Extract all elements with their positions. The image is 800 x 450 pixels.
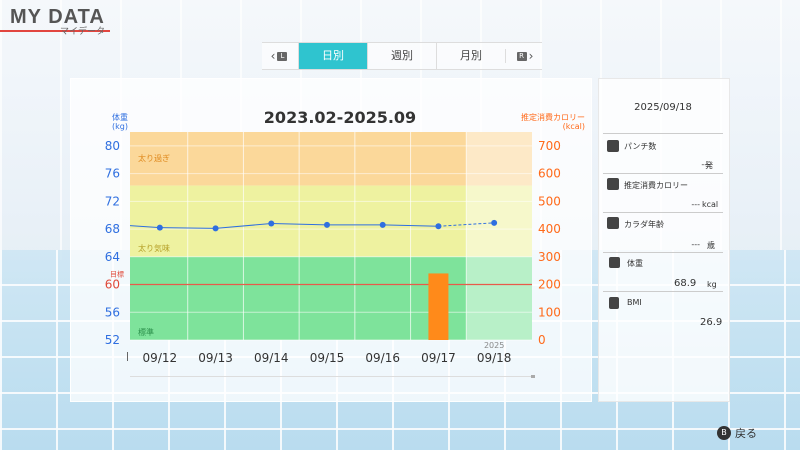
chevron-right-icon: ›	[528, 49, 534, 63]
b-button-icon: B	[717, 426, 731, 440]
x-tick-label: 09/13	[198, 351, 233, 365]
detail-date: 2025/09/18	[634, 102, 692, 113]
weight-point	[379, 221, 386, 228]
weight-line-segment	[382, 224, 439, 227]
right-tick-label: 500	[538, 194, 561, 208]
weight-label: 体重	[627, 259, 643, 268]
weight-line-segment	[129, 225, 160, 229]
target-label: 目標	[110, 270, 124, 279]
left-axis-title-line2: (kg)	[112, 122, 128, 131]
detail-separator	[603, 291, 723, 292]
weight-line-segment	[438, 222, 495, 227]
bmi-value: 26.9	[700, 317, 723, 328]
right-tick-label: 400	[538, 222, 561, 236]
left-axis-title: 体重 (kg)	[112, 113, 128, 131]
r-button-icon: R	[516, 51, 527, 61]
calorie-label: 推定消費カロリー	[624, 181, 688, 190]
year-label: 2025	[484, 341, 504, 350]
selected-column-highlight	[466, 132, 532, 340]
weight-line-segment	[271, 223, 328, 226]
x-tick-label: 09/12	[143, 351, 178, 365]
page-title: MY DATA	[10, 6, 105, 28]
zone-slightly-over	[130, 185, 532, 257]
left-tick-label: 76	[105, 167, 120, 181]
detail-separator	[603, 173, 723, 174]
back-button[interactable]: B 戻る	[717, 425, 757, 441]
zone-label-slightly: 太り気味	[138, 243, 170, 253]
punch-label: パンチ数	[624, 142, 657, 151]
weight-point	[435, 223, 442, 230]
body-age-unit: 歳	[707, 241, 715, 250]
l-button-icon: L	[277, 51, 288, 61]
right-tick-label: 300	[538, 250, 561, 264]
punch-value: ---	[701, 160, 710, 169]
x-tick-label: 09/18	[477, 351, 512, 365]
left-tick-label: 60	[105, 278, 120, 292]
zone-label-over: 太り過ぎ	[138, 153, 170, 163]
right-tick-label: 200	[538, 278, 561, 292]
right-axis-title-line2: (kcal)	[562, 122, 585, 131]
weight-unit: kg	[707, 280, 717, 289]
tab-daily[interactable]: 日別	[298, 43, 367, 69]
weight-point	[156, 224, 163, 231]
left-tick-label: 72	[105, 194, 120, 208]
zone-standard	[130, 256, 532, 340]
chevron-left-icon: ‹	[270, 49, 276, 63]
chart-title: 2023.02-2025.09	[263, 108, 417, 127]
weight-point	[268, 220, 275, 227]
right-tick-label: 100	[538, 305, 561, 319]
x-tick-label: 09/15	[310, 351, 345, 365]
back-label: 戻る	[735, 427, 757, 440]
scrollbar-knob[interactable]	[531, 375, 535, 378]
tab-prev-button[interactable]: ‹ L	[262, 49, 298, 63]
zone-label-standard: 標準	[138, 327, 154, 337]
calorie-unit: kcal	[702, 200, 719, 209]
scale-icon	[609, 257, 620, 268]
right-tick-label: 600	[538, 167, 561, 181]
body-age-label: カラダ年齢	[624, 220, 664, 229]
right-axis-title-line1: 推定消費カロリー	[521, 113, 585, 122]
weight-line-segment	[215, 223, 272, 229]
detail-panel	[598, 78, 730, 402]
period-tabs: ‹ L 日別 週別 月別 R ›	[262, 42, 542, 70]
right-tick-label: 700	[538, 139, 561, 153]
zone-overweight	[130, 132, 532, 186]
body-age-value: ---	[691, 240, 700, 249]
left-axis-title-line1: 体重	[112, 113, 128, 122]
left-tick-label: 80	[105, 139, 120, 153]
tab-monthly[interactable]: 月別	[436, 43, 505, 69]
calorie-bar	[428, 273, 449, 340]
bmi-label: BMI	[627, 298, 642, 307]
page-subtitle: マイデータ	[60, 27, 106, 37]
flame-icon	[607, 178, 619, 190]
weight-point	[324, 221, 330, 228]
punch-icon	[607, 140, 619, 152]
left-tick-label: 56	[105, 305, 120, 319]
detail-separator	[603, 212, 723, 213]
x-tick-label: 09/16	[365, 351, 400, 365]
calculator-icon	[609, 297, 619, 309]
tab-next-button[interactable]: R ›	[505, 49, 542, 63]
weight-point	[491, 219, 498, 226]
chart-scrollbar[interactable]	[130, 375, 535, 378]
title-underline	[0, 30, 110, 32]
right-axis-title: 推定消費カロリー (kcal)	[515, 113, 585, 131]
weight-line-segment	[159, 227, 216, 229]
weight-value: 68.9	[674, 278, 697, 289]
tab-weekly[interactable]: 週別	[367, 43, 436, 69]
right-tick-label: 0	[538, 333, 546, 347]
left-tick-label: 64	[105, 250, 120, 264]
punch-unit: 発	[705, 161, 713, 170]
x-tick-label: 09/17	[421, 351, 456, 365]
detail-separator	[603, 252, 723, 253]
left-tick-label: 52	[105, 333, 120, 347]
weight-point	[212, 225, 219, 232]
left-tick-label: 68	[105, 222, 120, 236]
detail-separator	[603, 133, 723, 134]
muscle-icon	[607, 217, 619, 229]
x-axis-start-marker	[127, 352, 128, 361]
x-tick-label: 09/14	[254, 351, 289, 365]
calorie-value: ---	[691, 200, 700, 209]
